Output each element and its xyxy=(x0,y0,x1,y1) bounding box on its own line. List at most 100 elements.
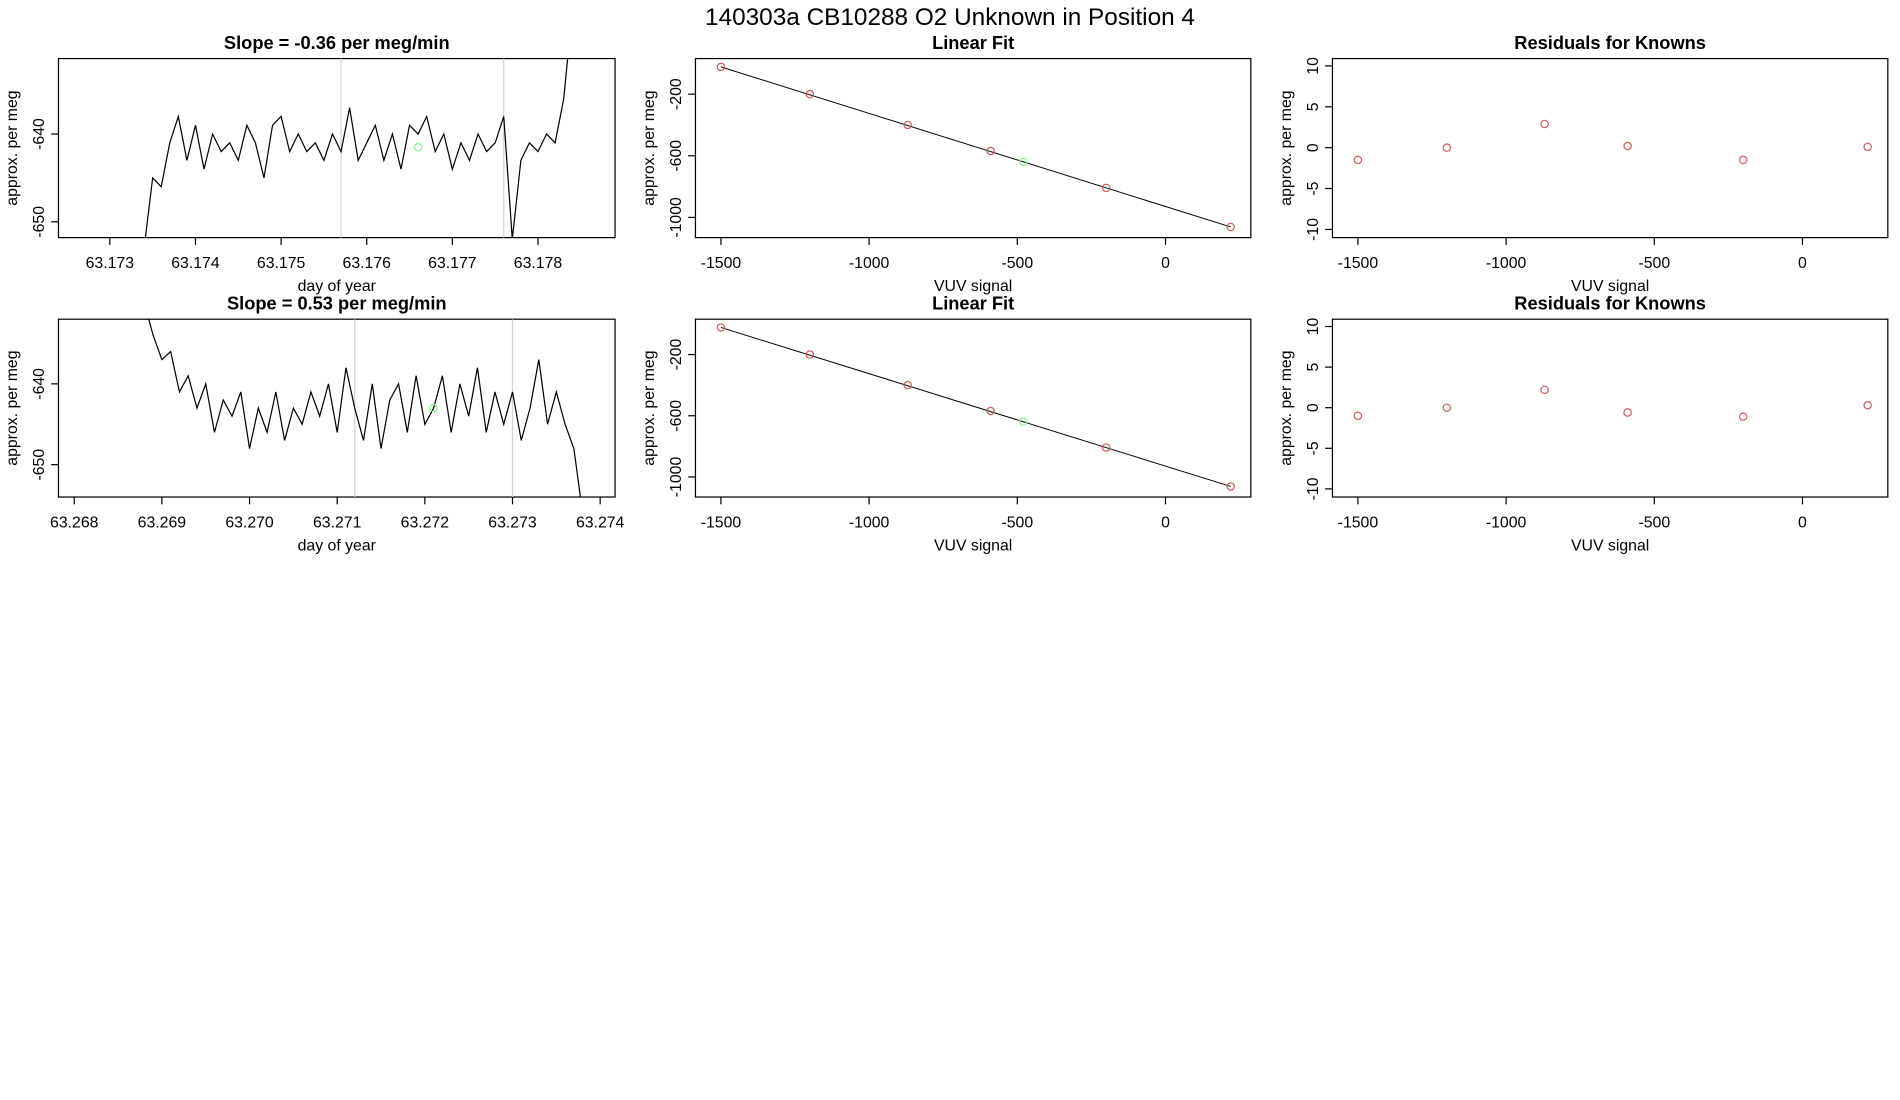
y-tick-label: -650 xyxy=(31,206,48,238)
data-point xyxy=(1863,142,1872,152)
x-tick-label: -500 xyxy=(1001,514,1033,531)
data-point xyxy=(1226,222,1235,232)
y-tick-label: 5 xyxy=(1305,363,1322,372)
x-tick-label: 63.177 xyxy=(428,255,476,272)
data-point xyxy=(1101,183,1111,193)
y-tick-label: 0 xyxy=(1305,403,1322,412)
plot-area xyxy=(148,319,582,498)
y-tick-label: -1000 xyxy=(668,197,685,238)
plot-frame xyxy=(57,318,616,498)
data-point xyxy=(1442,143,1452,152)
data-point xyxy=(1738,155,1748,165)
y-axis-label: approx. per meg xyxy=(641,90,658,205)
data-point xyxy=(805,350,815,359)
data-point xyxy=(986,406,995,416)
data-line xyxy=(144,58,569,238)
y-tick-label: -10 xyxy=(1305,477,1322,500)
fit-line xyxy=(720,326,1231,487)
data-point xyxy=(903,120,912,130)
y-tick-label: -650 xyxy=(31,449,48,481)
x-tick-label: -1500 xyxy=(1338,255,1379,272)
y-axis-label: approx. per meg xyxy=(4,90,21,205)
panel: Residuals for Knowns VUV signal approx. pe… xyxy=(1278,32,1889,295)
data-point xyxy=(1353,411,1363,421)
y-tick-label: -640 xyxy=(31,368,48,400)
x-tick-label: 63.174 xyxy=(171,255,220,272)
panel: Slope = -0.36 per meg/min day of year appr… xyxy=(4,32,616,295)
y-tick-label: -200 xyxy=(668,78,685,110)
data-point xyxy=(1540,119,1549,129)
x-tick-label: -500 xyxy=(1638,255,1670,272)
x-axis-label: VUV signal xyxy=(934,538,1012,555)
data-point xyxy=(1442,403,1452,412)
x-tick-label: -1000 xyxy=(1486,255,1527,272)
x-tick-label: -1000 xyxy=(1486,514,1527,531)
y-axis-label: approx. per meg xyxy=(4,350,21,465)
data-point xyxy=(1101,443,1111,452)
y-tick-label: -600 xyxy=(668,140,685,172)
x-axis-label: day of year xyxy=(298,278,377,295)
data-point xyxy=(716,62,726,72)
x-axis-label: VUV signal xyxy=(934,278,1012,295)
x-tick-label: 63.173 xyxy=(86,255,135,272)
x-axis-label: day of year xyxy=(298,538,377,555)
panel: Slope = 0.53 per meg/min day of year appro… xyxy=(4,292,625,554)
x-tick-label: 63.274 xyxy=(576,514,625,531)
data-point xyxy=(1226,482,1235,491)
x-tick-label: -500 xyxy=(1638,514,1670,531)
x-tick-label: 63.268 xyxy=(50,514,99,531)
plot-frame xyxy=(694,318,1252,498)
panel-title: Residuals for Knowns xyxy=(1514,32,1706,53)
plot-area xyxy=(716,62,1235,232)
panel-title: Linear Fit xyxy=(932,32,1014,53)
plot-area xyxy=(144,58,569,238)
highlight-point xyxy=(429,403,438,413)
data-point xyxy=(805,89,815,99)
panel: Linear Fit VUV signal approx. per meg -1500… xyxy=(641,32,1252,295)
highlight-point xyxy=(1018,157,1028,166)
data-point xyxy=(986,146,995,156)
data-point xyxy=(1623,141,1632,151)
x-tick-label: 63.273 xyxy=(488,514,537,531)
x-tick-label: 63.176 xyxy=(343,255,392,272)
panel: Residuals for Knowns VUV signal approx. pe… xyxy=(1278,292,1889,555)
data-point xyxy=(1863,401,1872,410)
y-tick-label: -5 xyxy=(1305,441,1322,455)
y-tick-label: 5 xyxy=(1305,102,1322,111)
x-axis-label: VUV signal xyxy=(1571,278,1649,295)
y-tick-label: -600 xyxy=(668,400,685,432)
x-tick-label: -500 xyxy=(1001,255,1033,272)
x-tick-label: 63.269 xyxy=(138,514,187,531)
data-point xyxy=(903,380,912,390)
plot-frame xyxy=(694,57,1252,239)
x-tick-label: 63.270 xyxy=(225,514,274,531)
plot-area xyxy=(716,323,1235,491)
x-tick-label: 63.175 xyxy=(257,255,306,272)
x-tick-label: 0 xyxy=(1798,255,1807,272)
data-point xyxy=(1738,412,1748,421)
fit-line xyxy=(720,66,1231,228)
y-tick-label: -10 xyxy=(1305,218,1322,241)
x-tick-label: 63.272 xyxy=(401,514,449,531)
highlight-point xyxy=(1018,417,1028,426)
panel-title: Linear Fit xyxy=(932,292,1014,313)
y-tick-label: 0 xyxy=(1305,143,1322,152)
highlight-point xyxy=(413,142,423,152)
data-point xyxy=(1353,155,1363,165)
data-point xyxy=(716,323,726,332)
x-tick-label: -1000 xyxy=(849,514,890,531)
y-tick-label: -5 xyxy=(1305,181,1322,195)
plot-frame xyxy=(57,57,616,239)
y-tick-label: 10 xyxy=(1305,318,1322,336)
x-tick-label: -1500 xyxy=(1338,514,1379,531)
x-tick-label: 0 xyxy=(1798,514,1807,531)
x-tick-label: 0 xyxy=(1161,255,1170,272)
plot-area xyxy=(1353,119,1872,165)
figure-title: 140303a CB10288 O2 Unknown in Position 4 xyxy=(705,4,1195,31)
y-tick-label: -1000 xyxy=(668,457,685,498)
data-point xyxy=(1540,385,1549,395)
y-tick-label: -200 xyxy=(668,339,685,371)
y-axis-label: approx. per meg xyxy=(1278,350,1295,465)
plot-area xyxy=(1353,385,1872,421)
